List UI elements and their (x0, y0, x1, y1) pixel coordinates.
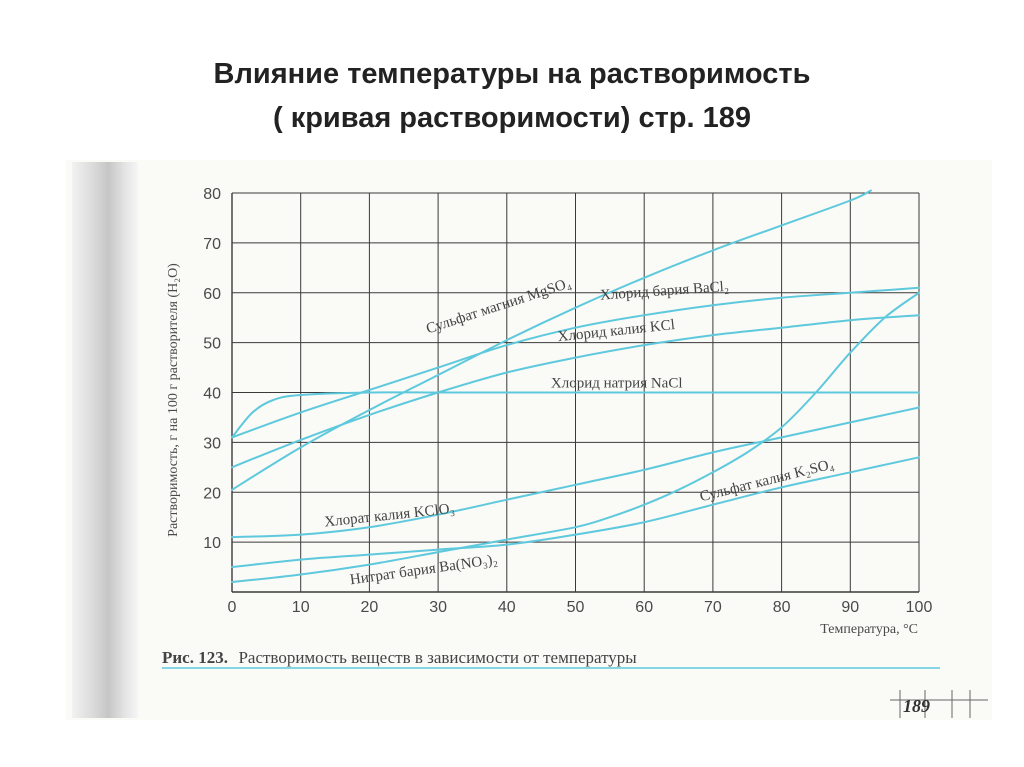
x-tick-label: 80 (773, 599, 791, 616)
x-tick-label: 70 (704, 599, 722, 616)
x-tick-label: 50 (567, 599, 585, 616)
x-tick-label: 100 (906, 599, 933, 616)
slide-title: Влияние температуры на растворимость ( к… (0, 52, 1024, 140)
slide-title-line-2: ( кривая растворимости) стр. 189 (272, 102, 752, 134)
x-axis-label: Температура, °С (820, 622, 918, 637)
x-tick-label: 20 (361, 599, 379, 616)
figure-caption-number: Рис. 123. (162, 648, 228, 667)
chart-series (231, 189, 920, 583)
curve-label: Хлорид калия KCl (557, 317, 676, 345)
y-tick-label: 40 (203, 386, 221, 403)
slide-title-line-1: Влияние температуры на растворимость (213, 58, 811, 90)
y-tick-label: 30 (203, 435, 221, 452)
x-tick-label: 90 (841, 599, 859, 616)
x-tick-label: 30 (429, 599, 447, 616)
x-tick-label: 40 (498, 599, 516, 616)
y-tick-label: 20 (203, 485, 221, 502)
series-line (231, 286, 920, 439)
x-tick-label: 10 (292, 599, 310, 616)
y-axis-label: Растворимость, г на 100 г растворителя (… (166, 263, 181, 537)
x-tick-label: 0 (228, 599, 237, 616)
curve-label: Нитрат бария Ba(NO₃)₂ (349, 552, 499, 589)
page-fold-shadow (72, 162, 138, 718)
scanned-page (66, 160, 992, 720)
x-tick-label: 60 (635, 599, 653, 616)
series-line (231, 456, 920, 569)
y-tick-label: 80 (203, 186, 221, 203)
page-number: 189 (903, 696, 930, 716)
figure-caption-text: Растворимость веществ в зависимости от т… (238, 648, 637, 667)
chart-ticks: 0 10 20 30 40 50 60 70 80 90 100 10 20 30 40 50 60 70 80 (203, 186, 932, 616)
y-tick-label: 60 (203, 286, 221, 303)
series-line (231, 291, 920, 583)
series-line (231, 189, 872, 491)
curve-label: Хлорид натрия NaCl (551, 376, 683, 392)
series-line (231, 391, 920, 439)
y-tick-label: 10 (203, 535, 221, 552)
series-line (231, 406, 920, 539)
chart-curve-labels: Сульфат магния MgSO₄ Хлорид бария BaCl₂ Хл… (324, 275, 836, 588)
curve-label: Сульфат магния MgSO₄ (424, 275, 573, 337)
y-tick-label: 70 (203, 236, 221, 253)
page-number-block: 189 (890, 690, 988, 718)
curve-label: Хлорид бария BaCl₂ (599, 279, 729, 304)
figure-caption: Рис. 123. Растворимость веществ в зависи… (162, 648, 637, 667)
series-line (231, 314, 920, 469)
y-tick-label: 50 (203, 336, 221, 353)
curve-label: Хлорат калия KClO₃ (324, 501, 456, 531)
